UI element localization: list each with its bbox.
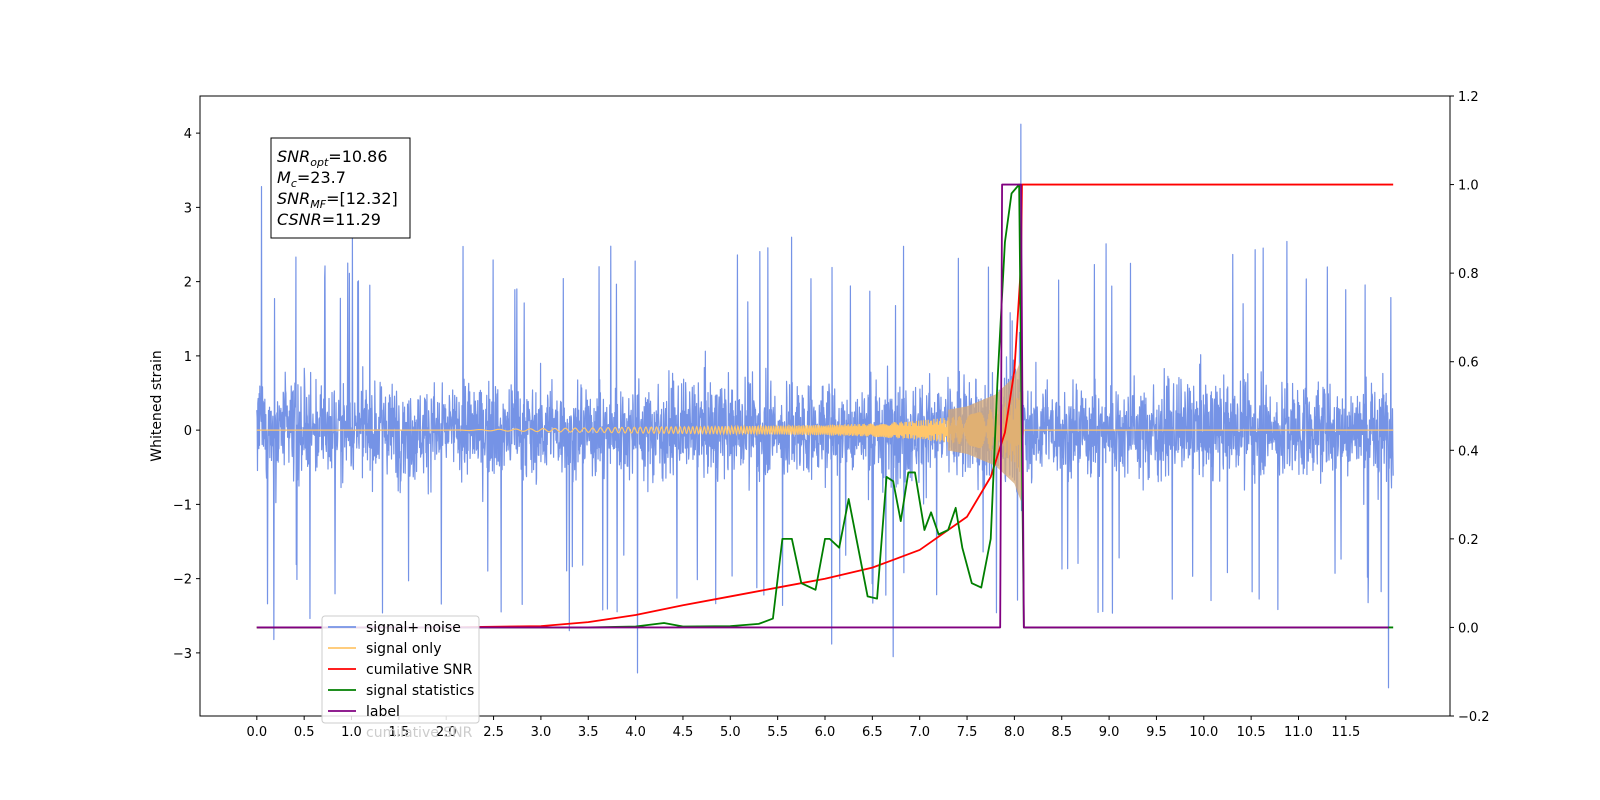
x-tick-label: 1.5 <box>389 725 410 740</box>
annotation-line: Mc=23.7 <box>277 168 346 190</box>
y-right-tick-label: 0.8 <box>1458 267 1479 282</box>
y-left-tick-label: −1 <box>173 498 192 513</box>
x-tick-label: 11.0 <box>1284 725 1313 740</box>
signal-only-merger-band <box>948 358 1024 502</box>
x-tick-label: 1.0 <box>341 725 362 740</box>
y-left-tick-label: 0 <box>184 424 192 439</box>
x-tick-label: 7.5 <box>957 725 978 740</box>
signal-plus-noise-line <box>256 123 1394 689</box>
y-left-tick-label: 3 <box>184 201 192 216</box>
cumulative-snr-line <box>256 183 1394 629</box>
legend-label: cumilative SNR <box>366 662 473 678</box>
signal-statistics-line <box>256 183 1394 629</box>
y-right-tick-label: 1.2 <box>1458 90 1479 105</box>
legend-frame <box>321 615 480 724</box>
x-tick-label: 10.0 <box>1189 725 1218 740</box>
x-axis: 0.0 0.5 1.0 1.5 2.0 2.5 3.0 3.5 4.0 4.5 5.0 5.5 6.0 6… <box>246 716 1360 740</box>
legend-label: signal+ noise <box>366 620 461 636</box>
x-tick-label: 10.5 <box>1237 725 1266 740</box>
y-left-axis-label: Whitened strain <box>149 350 165 461</box>
y-right-tick-label: 0.4 <box>1458 444 1479 459</box>
signal-statistics-series <box>256 183 1394 629</box>
y-left-tick-label: −2 <box>173 573 192 588</box>
label-line <box>256 183 1389 629</box>
y-left-tick-label: −3 <box>173 647 192 662</box>
signal-only-line <box>256 391 1394 472</box>
x-tick-label: 2.5 <box>483 725 504 740</box>
x-tick-label: 5.5 <box>767 725 788 740</box>
x-tick-label: 4.5 <box>673 725 694 740</box>
legend-label: signal statistics <box>366 683 474 699</box>
snr-annotation-box: SNRopt=10.86Mc=23.7SNRMF=[12.32]CSNR=11.… <box>270 137 411 239</box>
x-tick-label: 4.0 <box>625 725 646 740</box>
x-tick-label: 5.0 <box>720 725 741 740</box>
x-tick-label: 0.5 <box>294 725 315 740</box>
signal-only-series <box>256 358 1394 502</box>
legend-label: cumilative SNR <box>366 725 473 741</box>
legend-label: label <box>366 704 400 720</box>
x-tick-label: 9.5 <box>1146 725 1167 740</box>
annotation-line: SNRopt=10.86 <box>277 147 388 169</box>
x-tick-label: 9.0 <box>1099 725 1120 740</box>
x-tick-label: 8.0 <box>1004 725 1025 740</box>
y-left-axis: −3 −2 −1 0 1 2 3 4 <box>173 127 200 662</box>
y-right-tick-label: 0.6 <box>1458 356 1479 371</box>
annotation-frame <box>270 137 411 239</box>
plot-area <box>256 123 1394 689</box>
label-series <box>256 183 1389 629</box>
x-tick-label: 3.5 <box>578 725 599 740</box>
signal-plus-noise-series <box>256 123 1394 689</box>
annotation-line: SNRMF=[12.32] <box>277 189 398 211</box>
x-tick-label: 11.5 <box>1331 725 1360 740</box>
y-left-tick-label: 4 <box>184 127 192 142</box>
x-tick-label: 3.0 <box>531 725 552 740</box>
legend: signal+ noise signal only cumilative SNR si… <box>321 615 480 741</box>
x-tick-label: 8.5 <box>1051 725 1072 740</box>
x-tick-label: 6.0 <box>815 725 836 740</box>
x-tick-label: 2.0 <box>436 725 457 740</box>
y-left-tick-label: 1 <box>184 350 192 365</box>
x-tick-label: 7.0 <box>909 725 930 740</box>
y-right-axis: −0.2 0.0 0.2 0.4 0.6 0.8 1.0 1.2 <box>1450 90 1490 725</box>
x-tick-label: 6.5 <box>862 725 883 740</box>
legend-label: signal only <box>366 641 441 657</box>
y-right-tick-label: 0.2 <box>1458 533 1479 548</box>
annotation-line: CSNR=11.29 <box>277 210 381 229</box>
y-right-tick-label: 1.0 <box>1458 179 1479 194</box>
y-right-tick-label: −0.2 <box>1458 710 1490 725</box>
x-tick-label: 0.0 <box>246 725 267 740</box>
cumulative-snr-series <box>256 183 1394 629</box>
y-right-tick-label: 0.0 <box>1458 621 1479 636</box>
y-left-tick-label: 2 <box>184 276 192 291</box>
